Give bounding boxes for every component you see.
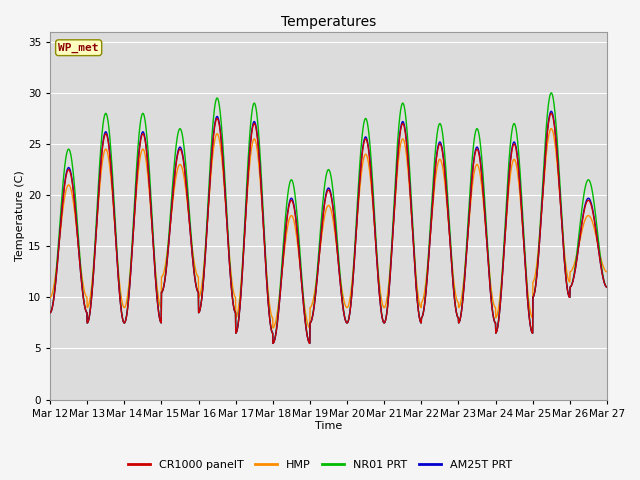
X-axis label: Time: Time (315, 421, 342, 432)
Legend: CR1000 panelT, HMP, NR01 PRT, AM25T PRT: CR1000 panelT, HMP, NR01 PRT, AM25T PRT (124, 456, 516, 474)
Y-axis label: Temperature (C): Temperature (C) (15, 170, 25, 261)
Title: Temperatures: Temperatures (281, 15, 376, 29)
Text: WP_met: WP_met (58, 43, 99, 53)
